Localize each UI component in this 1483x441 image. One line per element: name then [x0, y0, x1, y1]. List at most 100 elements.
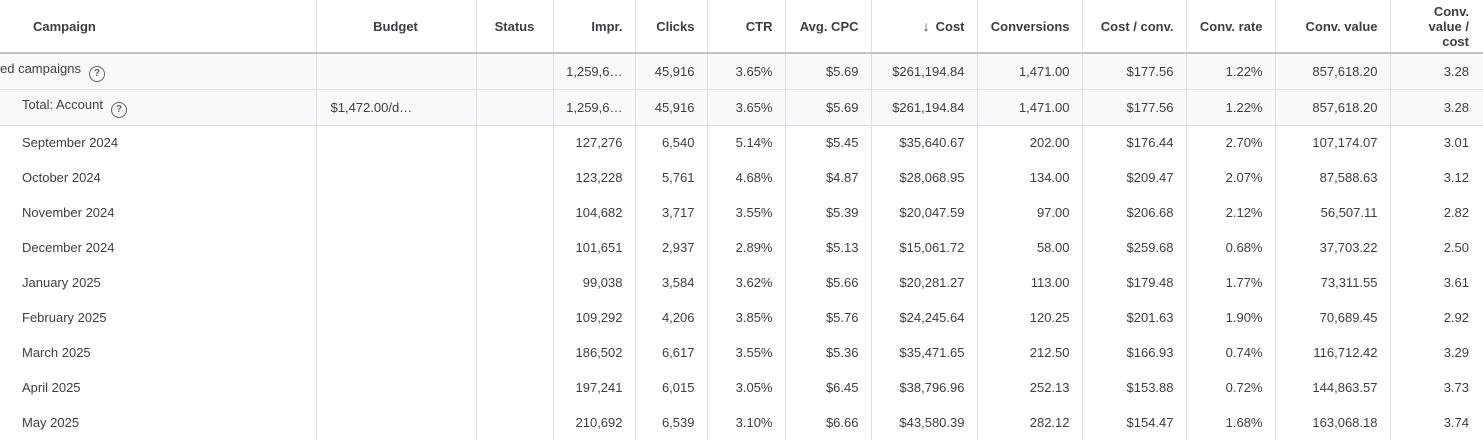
column-header-label: Conversions — [990, 18, 1070, 34]
column-header-conversions[interactable]: Conversions — [977, 0, 1083, 54]
cell-status — [476, 195, 554, 230]
cell-conv_value_per_cost: 3.01 — [1390, 125, 1483, 160]
cell-budget — [316, 53, 477, 90]
cell-cost_per_conv: $201.63 — [1082, 300, 1187, 335]
row-label: ed campaigns — [0, 60, 81, 76]
cell-cost: $35,471.65 — [871, 335, 978, 370]
cell-clicks: 45,916 — [635, 89, 708, 126]
cell-impr: 101,651 — [553, 230, 636, 265]
cell-clicks: 6,617 — [635, 335, 708, 370]
column-header-conv_value[interactable]: Conv. value — [1275, 0, 1391, 54]
cell-cost: $20,281.27 — [871, 265, 978, 300]
cell-conv_rate: 0.68% — [1186, 230, 1276, 265]
column-header-ctr[interactable]: CTR — [707, 0, 786, 54]
cell-conv_value_per_cost: 2.50 — [1390, 230, 1483, 265]
cell-avg_cpc: $6.66 — [785, 405, 872, 440]
cell-cost: $28,068.95 — [871, 160, 978, 195]
cell-clicks: 2,937 — [635, 230, 708, 265]
cell-cost_per_conv: $259.68 — [1082, 230, 1187, 265]
cell-cost: $15,061.72 — [871, 230, 978, 265]
cell-conv_value_per_cost: 3.28 — [1390, 53, 1483, 90]
cell-conv_value: 70,689.45 — [1275, 300, 1391, 335]
cell-conv_value: 163,068.18 — [1275, 405, 1391, 440]
cell-impr: 109,292 — [553, 300, 636, 335]
cell-conversions: 134.00 — [977, 160, 1083, 195]
column-header-conv_value_per_cost[interactable]: Conv. value / cost — [1390, 0, 1483, 54]
cell-conversions: 58.00 — [977, 230, 1083, 265]
cell-cost: $261,194.84 — [871, 53, 978, 90]
cell-impr: 104,682 — [553, 195, 636, 230]
row-label: December 2024 — [22, 240, 115, 255]
column-header-budget[interactable]: Budget — [316, 0, 477, 54]
cell-avg_cpc: $6.45 — [785, 370, 872, 405]
column-header-label: Conv. value — [1305, 18, 1378, 34]
column-header-status[interactable]: Status — [476, 0, 554, 54]
cell-conversions: 113.00 — [977, 265, 1083, 300]
cell-cost_per_conv: $209.47 — [1082, 160, 1187, 195]
column-header-conv_rate[interactable]: Conv. rate — [1186, 0, 1276, 54]
cell-clicks: 6,015 — [635, 370, 708, 405]
cell-ctr: 3.85% — [707, 300, 786, 335]
column-header-label: Avg. CPC — [799, 18, 859, 34]
cell-budget — [316, 335, 477, 370]
cell-ctr: 3.65% — [707, 53, 786, 90]
cell-conv_rate: 1.22% — [1186, 53, 1276, 90]
cell-cost: $261,194.84 — [871, 89, 978, 126]
column-header-avg_cpc[interactable]: Avg. CPC — [785, 0, 872, 54]
row-label: January 2025 — [22, 275, 101, 290]
cell-impr: 186,502 — [553, 335, 636, 370]
column-header-label: Campaign — [33, 18, 96, 34]
cell-status — [476, 125, 554, 160]
cell-conv_value: 144,863.57 — [1275, 370, 1391, 405]
cell-clicks: 3,717 — [635, 195, 708, 230]
column-header-label: Status — [494, 18, 535, 34]
cell-ctr: 3.62% — [707, 265, 786, 300]
cell-status — [476, 53, 554, 90]
cell-budget — [316, 160, 477, 195]
table-body: ed campaigns? 1,259,6… 45,916 3.65% $5.69 $26… — [0, 53, 1483, 440]
column-header-impr[interactable]: Impr. — [553, 0, 636, 54]
cell-avg_cpc: $5.45 — [785, 125, 872, 160]
cell-cost: $38,796.96 — [871, 370, 978, 405]
cell-ctr: 3.05% — [707, 370, 786, 405]
column-header-label: Impr. — [591, 18, 623, 34]
help-icon[interactable]: ? — [110, 101, 127, 118]
cell-budget — [316, 195, 477, 230]
cell-ctr: 3.65% — [707, 89, 786, 126]
cell-avg_cpc: $5.36 — [785, 335, 872, 370]
cell-cost_per_conv: $176.44 — [1082, 125, 1187, 160]
cell-conversions: 252.13 — [977, 370, 1083, 405]
month-row: March 2025 186,502 6,617 3.55% $5.36 $35,471.… — [0, 335, 1483, 370]
cell-status — [476, 230, 554, 265]
cell-status — [476, 405, 554, 440]
cell-conv_rate: 2.12% — [1186, 195, 1276, 230]
cell-campaign: March 2025 — [0, 335, 317, 370]
table-header: Campaign Budget Status Impr. Clicks CTR Avg. C… — [0, 0, 1483, 54]
cell-cost_per_conv: $153.88 — [1082, 370, 1187, 405]
cell-cost_per_conv: $179.48 — [1082, 265, 1187, 300]
cell-conv_value: 116,712.42 — [1275, 335, 1391, 370]
row-label: September 2024 — [22, 135, 119, 151]
month-row: December 2024 101,651 2,937 2.89% $5.13 $15,0… — [0, 230, 1483, 265]
cell-campaign: May 2025 — [0, 405, 317, 440]
column-header-label: Cost / conv. — [1100, 18, 1174, 34]
cell-budget — [316, 230, 477, 265]
month-row: February 2025 109,292 4,206 3.85% $5.76 $24,2… — [0, 300, 1483, 335]
row-label: Total: Account — [22, 96, 103, 112]
column-header-clicks[interactable]: Clicks — [635, 0, 708, 54]
cell-conv_value: 56,507.11 — [1275, 195, 1391, 230]
column-header-cost_per_conv[interactable]: Cost / conv. — [1082, 0, 1187, 54]
cell-impr: 1,259,6… — [553, 53, 636, 90]
cell-conv_rate: 1.77% — [1186, 265, 1276, 300]
cell-clicks: 45,916 — [635, 53, 708, 90]
month-row: November 2024 104,682 3,717 3.55% $5.39 $20,0… — [0, 195, 1483, 230]
cell-avg_cpc: $5.69 — [785, 89, 872, 126]
column-header-cost[interactable]: ↓ Cost — [871, 0, 978, 54]
cell-impr: 127,276 — [553, 125, 636, 160]
cell-conv_value: 857,618.20 — [1275, 89, 1391, 126]
cell-conversions: 120.25 — [977, 300, 1083, 335]
help-icon[interactable]: ? — [88, 65, 105, 82]
cell-status — [476, 265, 554, 300]
month-row: May 2025 210,692 6,539 3.10% $6.66 $43,580.39… — [0, 405, 1483, 440]
column-header-campaign[interactable]: Campaign — [0, 0, 317, 54]
